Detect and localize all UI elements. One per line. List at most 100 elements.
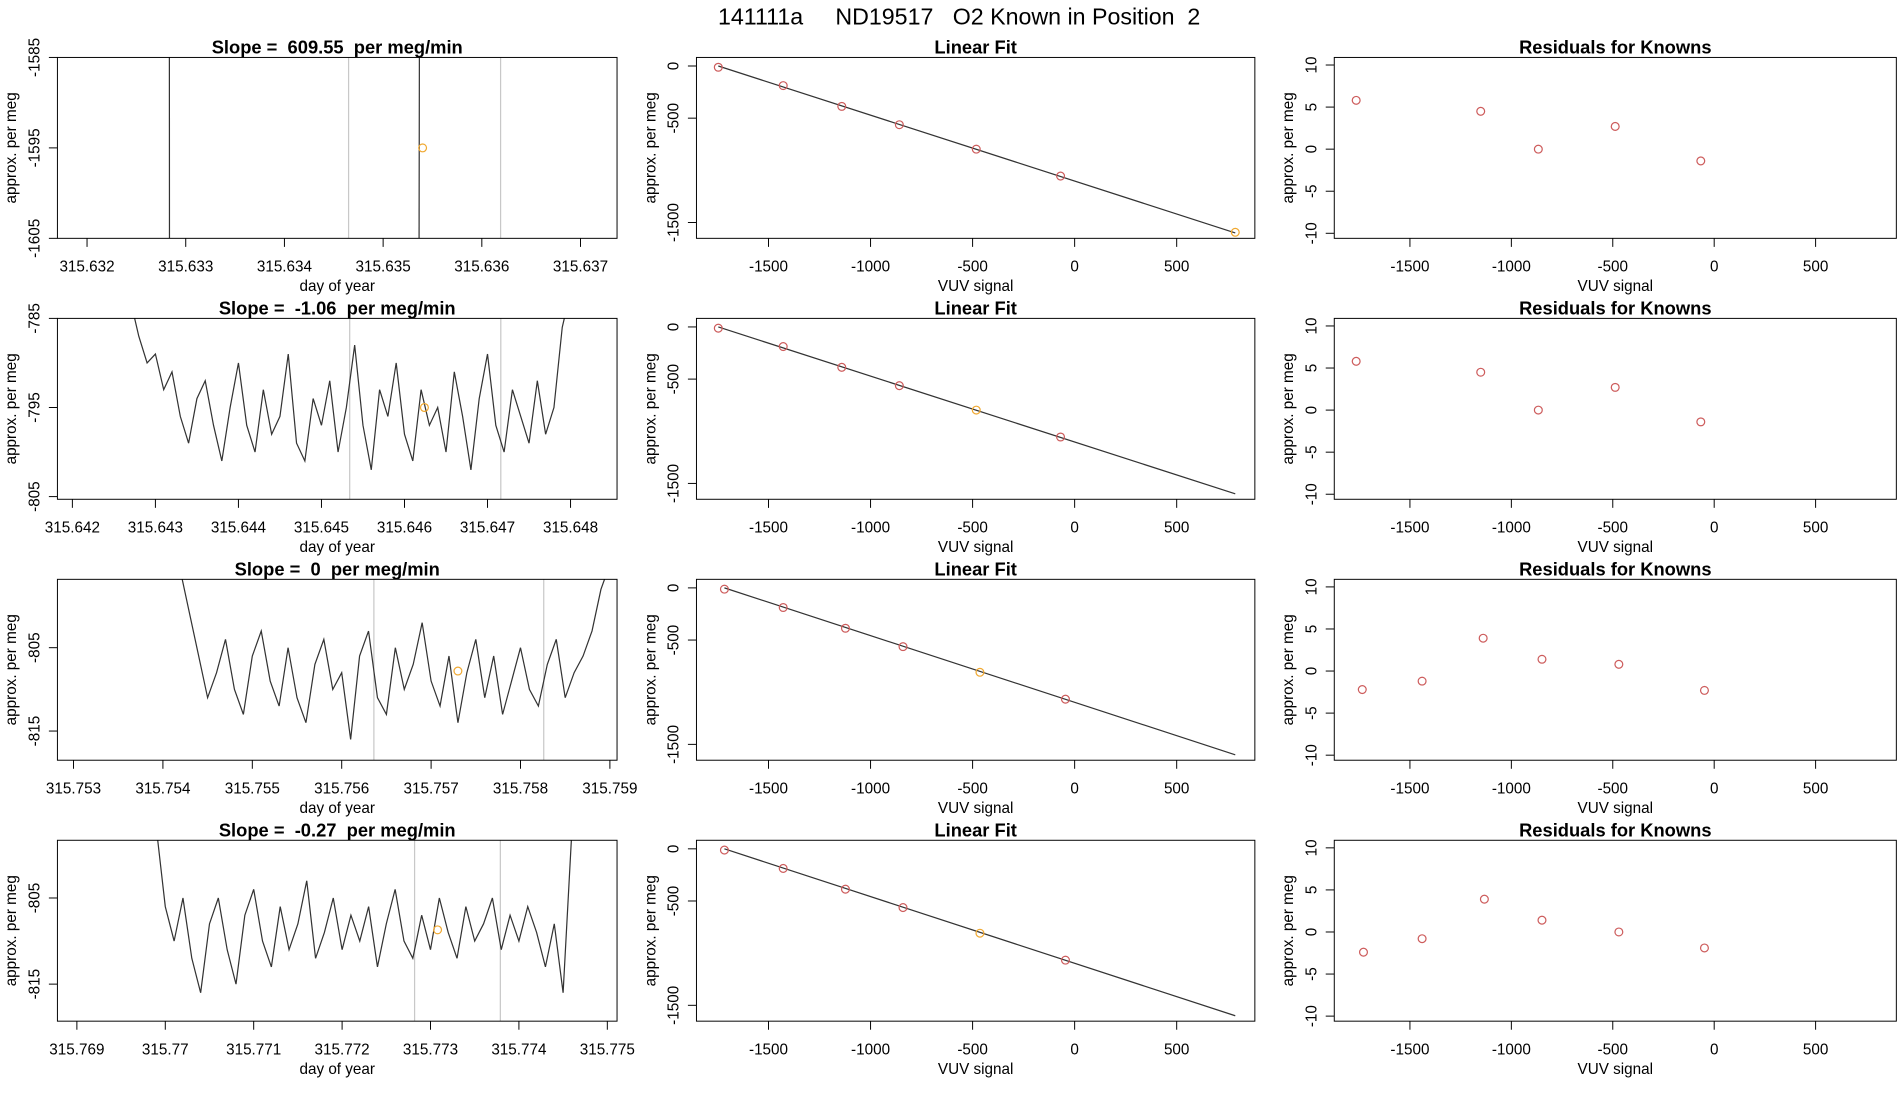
point <box>975 667 985 677</box>
y-tick-label: -10 <box>1303 744 1320 766</box>
y-tick-label: 5 <box>1303 364 1320 373</box>
y-tick-label: -10 <box>1303 483 1320 505</box>
y-tick-label: 0 <box>666 62 683 71</box>
point <box>713 62 723 72</box>
plot-frame <box>1333 56 1897 239</box>
panel: Slope = -0.27 per meg/min 315.769 315.77 31… <box>3 820 635 1079</box>
point <box>778 81 788 91</box>
x-tick-label: 500 <box>1803 781 1828 798</box>
x-tick-label: -1500 <box>749 1042 788 1059</box>
y-axis-label: approx. per meg <box>3 875 20 986</box>
point <box>1417 934 1427 944</box>
y-axis-label: approx. per meg <box>642 92 659 203</box>
point <box>1230 227 1240 237</box>
plot-area <box>719 845 1236 1017</box>
x-tick-label: 500 <box>1164 259 1189 276</box>
point <box>1351 356 1361 366</box>
point <box>837 362 847 372</box>
panel: Residuals for Knowns -1500 -1000 -500 0 500 VU… <box>1280 37 1897 295</box>
x-tick-label: 315.757 <box>404 781 459 798</box>
x-tick-label: 315.632 <box>59 259 114 276</box>
point <box>778 863 788 873</box>
point <box>1610 121 1620 131</box>
y-tick-label: -5 <box>1303 184 1320 198</box>
point <box>719 584 729 594</box>
y-tick-label: 5 <box>1303 886 1320 895</box>
y-tick-label: -1605 <box>26 219 43 258</box>
point <box>1479 894 1489 904</box>
x-tick-label: 315.758 <box>493 781 548 798</box>
highlight-point <box>419 402 429 413</box>
point <box>1056 432 1066 442</box>
x-tick-label: 315.759 <box>582 781 637 798</box>
x-tick-label: -1000 <box>851 1042 890 1059</box>
point <box>975 928 985 938</box>
x-tick-label: 0 <box>1710 781 1718 798</box>
plot-frame <box>56 578 618 761</box>
point <box>971 144 981 154</box>
y-axis-label: approx. per meg <box>3 614 20 725</box>
plot-area <box>1358 894 1709 957</box>
y-tick-label: -1595 <box>26 128 43 167</box>
y-axis-label: approx. per meg <box>1280 614 1297 725</box>
y-tick-label: -1585 <box>26 38 43 77</box>
x-tick-label: -1000 <box>1492 259 1531 276</box>
point <box>778 342 788 352</box>
point <box>898 642 908 652</box>
x-axis-label: day of year <box>299 539 375 556</box>
x-tick-label: 315.769 <box>49 1042 104 1059</box>
panel-title: Residuals for Knowns <box>1519 37 1711 58</box>
plot-area <box>134 318 565 500</box>
x-tick-label: 315.642 <box>45 520 100 537</box>
plot-frame <box>695 839 1256 1022</box>
x-tick-label: 315.637 <box>553 259 608 276</box>
y-tick-label: -10 <box>1303 1005 1320 1027</box>
x-tick-label: -500 <box>1597 259 1628 276</box>
series-line <box>134 318 565 470</box>
x-tick-label: 0 <box>1070 259 1078 276</box>
x-tick-label: -1500 <box>1390 781 1429 798</box>
plot-area <box>157 840 572 1022</box>
y-tick-label: -10 <box>1303 222 1320 244</box>
y-axis-label: approx. per meg <box>1280 92 1297 203</box>
point <box>1351 95 1361 105</box>
plot-frame <box>1333 578 1897 761</box>
point <box>840 623 850 633</box>
point <box>1614 659 1624 669</box>
x-tick-label: -500 <box>1597 781 1628 798</box>
point <box>1696 417 1706 427</box>
point <box>1533 144 1543 154</box>
y-tick-label: 0 <box>666 323 683 332</box>
y-tick-label: -805 <box>26 883 43 914</box>
x-tick-label: 500 <box>1164 1042 1189 1059</box>
y-tick-label: 10 <box>1303 317 1320 334</box>
panel-title: Linear Fit <box>934 37 1016 58</box>
x-tick-label: -1000 <box>851 520 890 537</box>
y-tick-label: -785 <box>26 303 43 334</box>
x-tick-label: 315.775 <box>580 1042 635 1059</box>
x-axis-label: VUV signal <box>1578 539 1654 556</box>
y-tick-label: 10 <box>1303 839 1320 856</box>
x-tick-label: 0 <box>1710 259 1718 276</box>
y-tick-label: -805 <box>26 481 43 512</box>
x-tick-label: 315.635 <box>356 259 411 276</box>
y-axis-label: approx. per meg <box>3 353 20 464</box>
x-axis-label: VUV signal <box>938 278 1014 295</box>
panel-title: Slope = -0.27 per meg/min <box>219 820 456 841</box>
fit-line <box>718 65 1236 234</box>
x-axis-label: day of year <box>299 278 375 295</box>
y-tick-label: -1500 <box>666 725 683 764</box>
y-tick-label: 0 <box>666 584 683 593</box>
y-tick-label: -1500 <box>666 986 683 1025</box>
point <box>1533 405 1543 415</box>
panel: Residuals for Knowns -1500 -1000 -500 0 500 VU… <box>1280 298 1897 556</box>
point <box>719 845 729 855</box>
x-tick-label: 315.773 <box>403 1042 458 1059</box>
x-tick-label: 315.771 <box>226 1042 281 1059</box>
point <box>898 903 908 913</box>
point <box>1696 156 1706 166</box>
panel-title: Linear Fit <box>934 820 1016 841</box>
plot-area <box>713 323 1236 495</box>
x-tick-label: 315.754 <box>135 781 191 798</box>
